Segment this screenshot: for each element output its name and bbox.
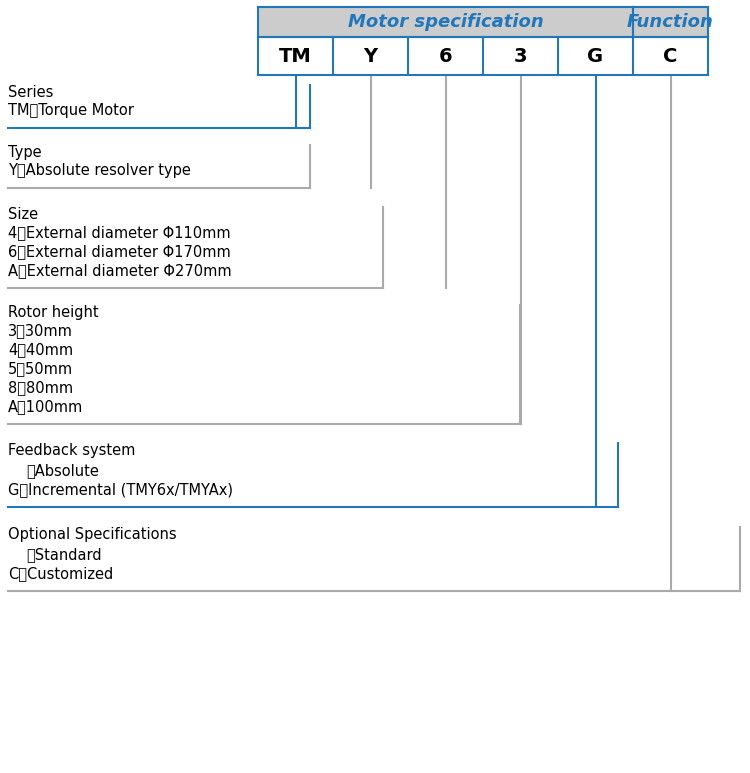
- Text: Type: Type: [8, 145, 42, 160]
- Bar: [333, 37, 408, 75]
- Text: 4：External diameter Φ110mm: 4：External diameter Φ110mm: [8, 225, 231, 240]
- Text: 6：External diameter Φ170mm: 6：External diameter Φ170mm: [8, 244, 231, 259]
- Text: 3: 3: [514, 46, 527, 66]
- Text: TM：Torque Motor: TM：Torque Motor: [8, 103, 134, 118]
- Text: Y：Absolute resolver type: Y：Absolute resolver type: [8, 163, 190, 178]
- Text: Optional Specifications: Optional Specifications: [8, 527, 177, 542]
- Bar: [408, 37, 483, 75]
- Text: ：Absolute: ：Absolute: [26, 463, 99, 478]
- Text: TM: TM: [279, 46, 312, 66]
- Text: 3：30mm: 3：30mm: [8, 323, 73, 338]
- Text: Series: Series: [8, 85, 53, 100]
- Text: Rotor height: Rotor height: [8, 305, 99, 320]
- Text: 6: 6: [439, 46, 452, 66]
- Text: A：100mm: A：100mm: [8, 399, 83, 414]
- Text: 5：50mm: 5：50mm: [8, 361, 74, 376]
- Bar: [258, 7, 633, 37]
- Bar: [558, 37, 633, 75]
- Text: Feedback system: Feedback system: [8, 443, 135, 458]
- Bar: [483, 37, 558, 75]
- Bar: [633, 37, 708, 75]
- Text: G: G: [587, 46, 604, 66]
- Text: G：Incremental (TMY6x/TMYAx): G：Incremental (TMY6x/TMYAx): [8, 482, 233, 497]
- Text: 4：40mm: 4：40mm: [8, 342, 74, 357]
- Text: ：Standard: ：Standard: [26, 547, 102, 562]
- Text: C: C: [663, 46, 678, 66]
- Text: Function: Function: [627, 13, 714, 31]
- Text: Size: Size: [8, 207, 38, 222]
- Text: C：Customized: C：Customized: [8, 566, 113, 581]
- Text: Y: Y: [364, 46, 377, 66]
- Bar: [258, 37, 333, 75]
- Text: 8：80mm: 8：80mm: [8, 380, 74, 395]
- Text: A：External diameter Φ270mm: A：External diameter Φ270mm: [8, 263, 232, 278]
- Text: Motor specification: Motor specification: [347, 13, 543, 31]
- Bar: [633, 7, 708, 37]
